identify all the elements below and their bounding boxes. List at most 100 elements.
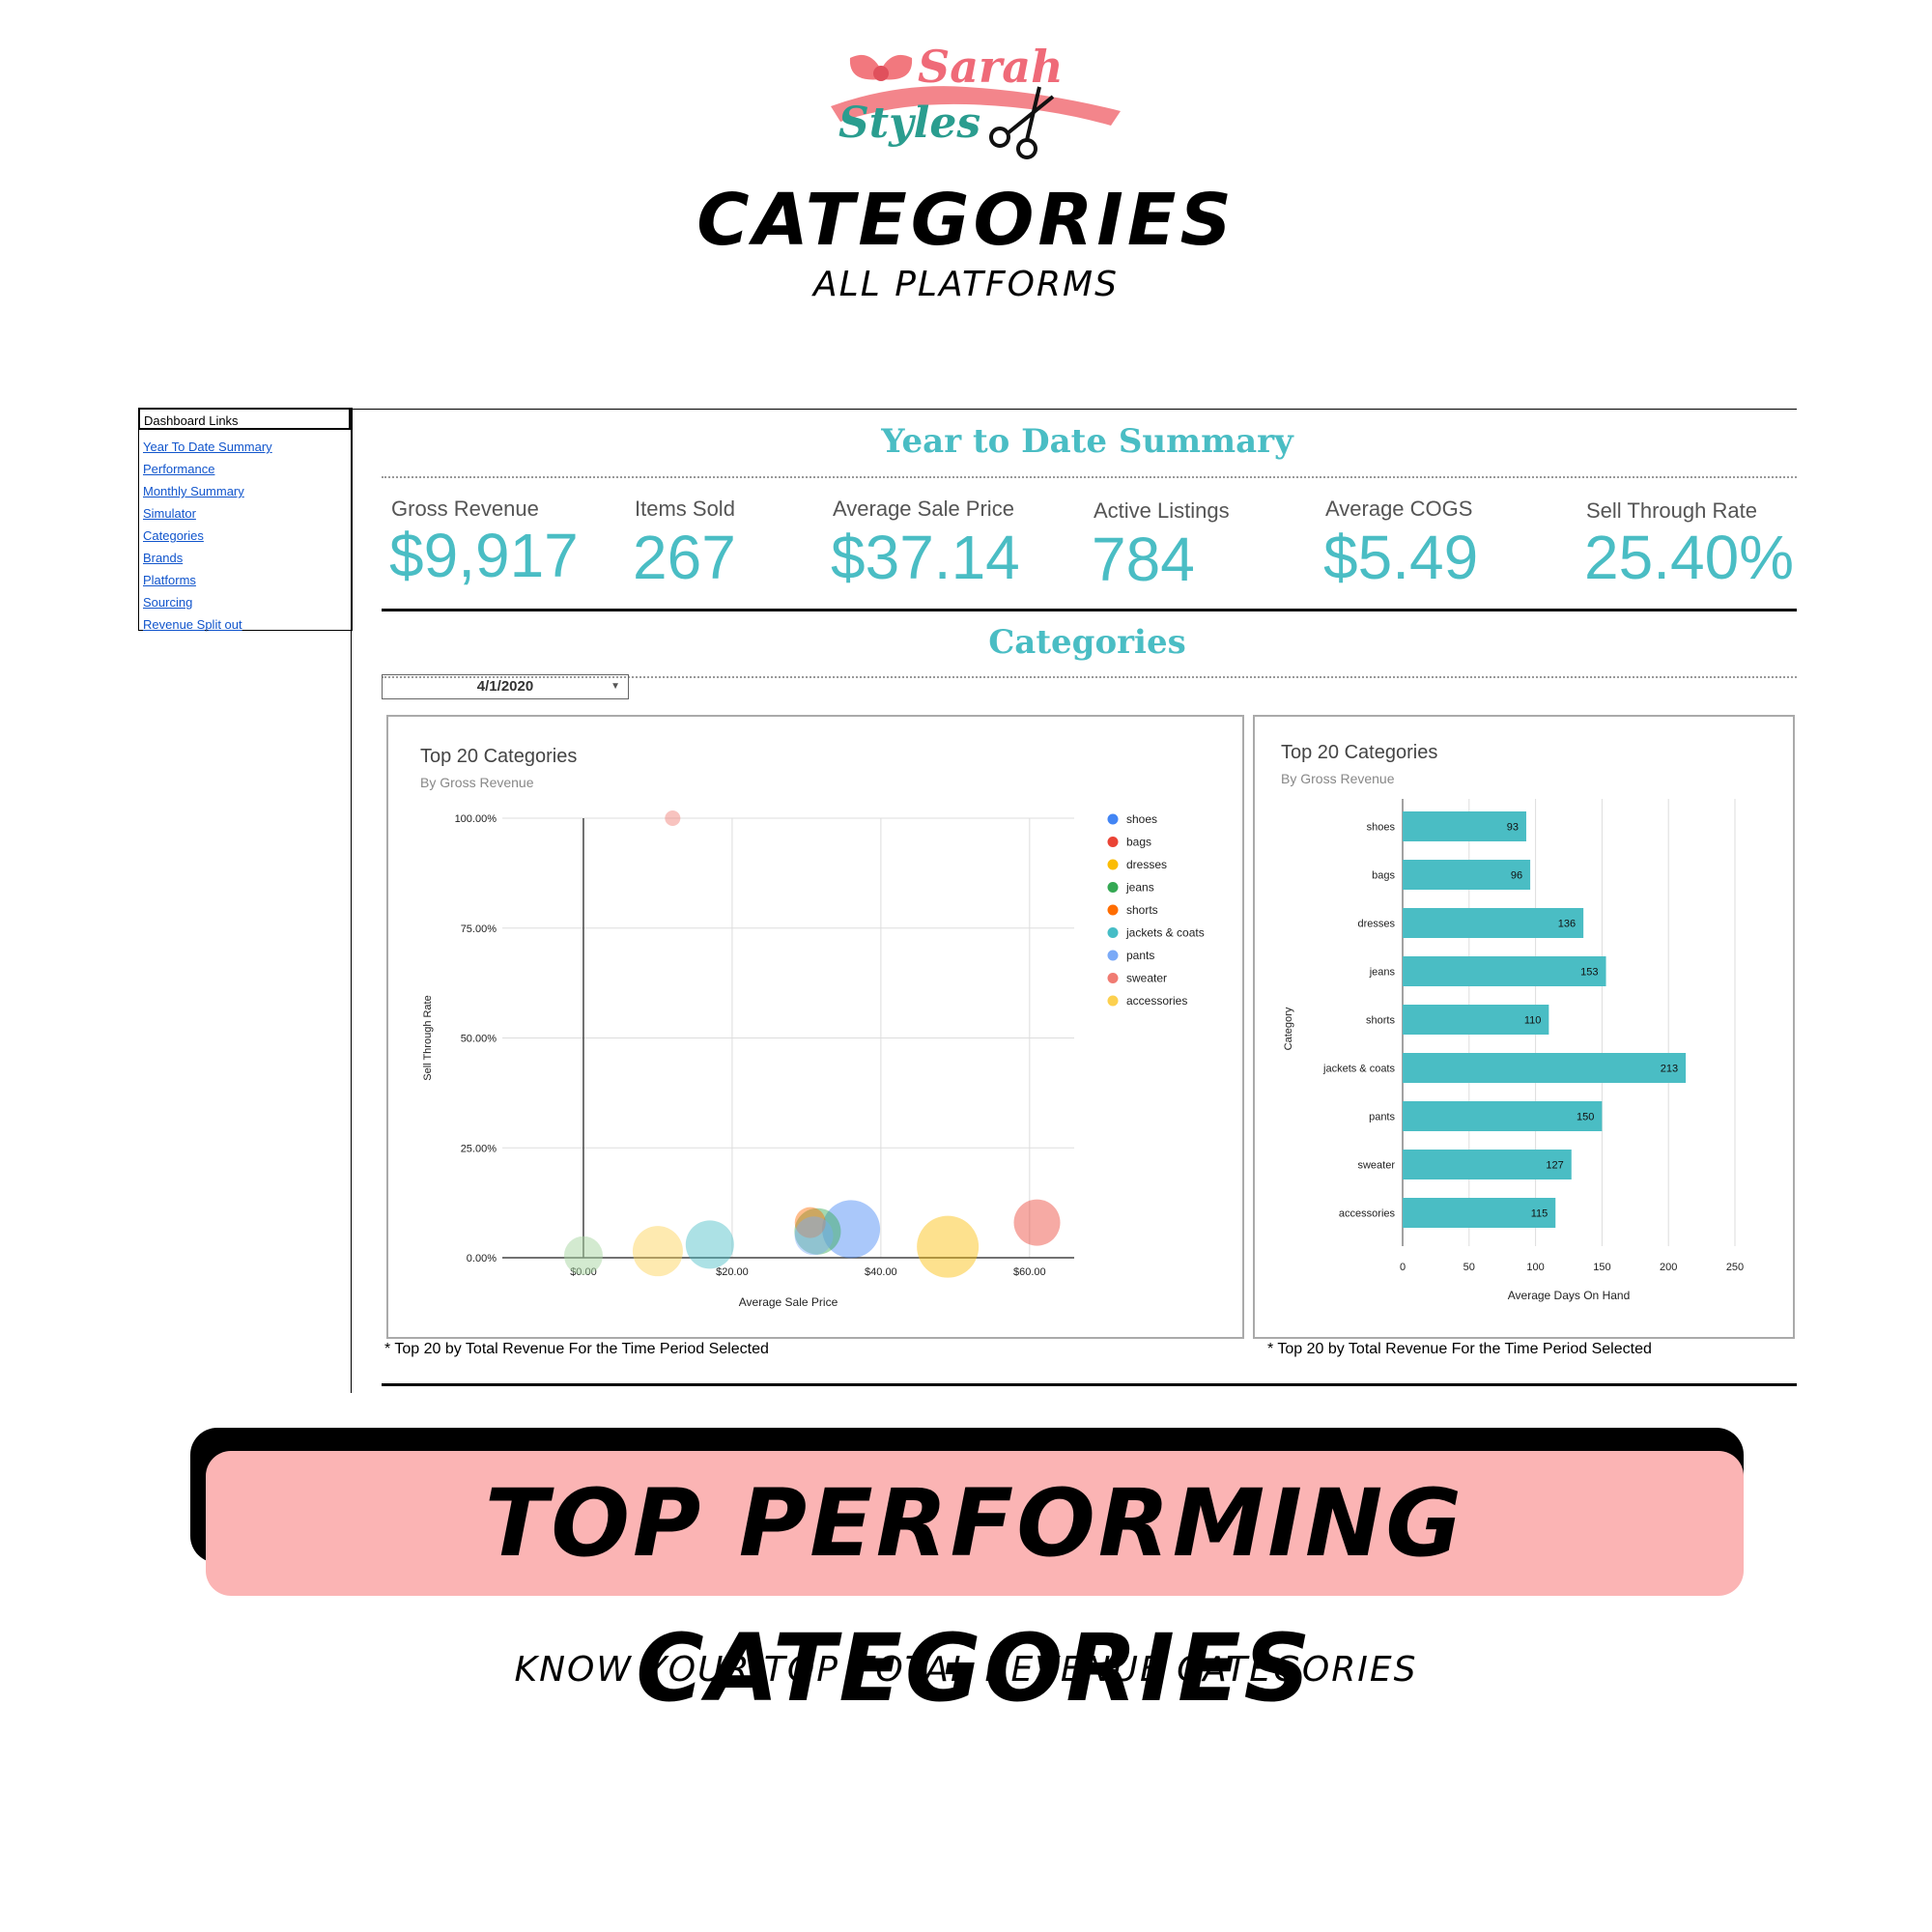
bar-sweater [1403,1150,1572,1179]
scatter-chart-subtitle: By Gross Revenue [420,775,534,790]
legend-label-bags: bags [1126,836,1151,849]
y-axis-label: Sell Through Rate [422,995,434,1080]
summary-dotted-divider [382,476,1797,478]
logo-line1: Sarah [918,41,1064,93]
legend-label-sweater: sweater [1126,972,1167,985]
y-tick-label: 100.00% [455,813,497,825]
bar-value-label: 150 [1577,1112,1594,1123]
scatter-chart-footnote: * Top 20 by Total Revenue For the Time P… [384,1341,769,1357]
bubble-bags [1013,1199,1061,1246]
sidebar-link-monthly-summary[interactable]: Monthly Summary [143,484,244,498]
bar-category-label: shoes [1367,822,1396,834]
bar-category-label: sweater [1357,1160,1395,1172]
summary-bottom-divider [382,609,1797,611]
x-tick-label: 250 [1726,1262,1744,1273]
categories-title: Categories [988,623,1186,662]
legend-label-dresses: dresses [1126,858,1167,871]
sidebar-divider [351,408,352,1393]
bar-category-label: shorts [1366,1015,1395,1027]
sidebar-link-year-to-date-summary[interactable]: Year To Date Summary [143,440,272,454]
bar-pants [1403,1101,1603,1131]
kpi-label-average-sale-price: Average Sale Price [833,497,1014,521]
bubble-jackets-coats [685,1220,734,1269]
bubble-shorts [794,1207,826,1238]
kpi-value-gross-revenue: $9,917 [389,521,579,590]
x-tick-label: 50 [1463,1262,1475,1273]
kpi-value-active-listings: 784 [1092,525,1195,594]
page-title: CATEGORIES [696,179,1236,262]
logo-line2: Styles [838,99,980,148]
x-tick-label: $60.00 [1013,1266,1046,1278]
sidebar-link-brands[interactable]: Brands [143,551,184,565]
sidebar-link-sourcing[interactable]: Sourcing [143,595,193,610]
bar-chart-footnote: * Top 20 by Total Revenue For the Time P… [1267,1341,1652,1357]
sidebar-link-revenue-split-out[interactable]: Revenue Split out [143,617,242,632]
bubble-pants [794,1216,834,1256]
banner [206,1451,1744,1596]
bar-category-label: bags [1372,870,1395,882]
sidebar-link-categories[interactable]: Categories [143,528,204,543]
bar-shorts [1403,1005,1549,1035]
kpi-label-sell-through-rate: Sell Through Rate [1586,498,1757,523]
bar-value-label: 93 [1507,822,1519,834]
legend-marker-dresses [1107,859,1119,870]
bar-chart-title: Top 20 Categories [1281,742,1438,763]
x-tick-label: $40.00 [865,1266,897,1278]
categories-dotted-divider [382,676,1797,678]
bar-dresses [1403,908,1584,938]
x-axis-label: Average Sale Price [739,1295,838,1309]
legend-marker-sweater [1107,973,1119,983]
summary-title: Year to Date Summary [881,422,1293,461]
bar-category-label: jackets & coats [1322,1064,1395,1075]
sidebar-link-simulator[interactable]: Simulator [143,506,196,521]
legend-marker-pants [1107,950,1119,961]
x-tick-label: 100 [1526,1262,1544,1273]
x-tick-label: 200 [1660,1262,1677,1273]
legend-label-pants: pants [1126,949,1154,962]
y-tick-label: 0.00% [467,1253,497,1264]
bubble-jeans [794,1208,841,1255]
x-tick-label: $20.00 [716,1266,749,1278]
legend-label-shorts: shorts [1126,903,1158,917]
sidebar-title: Dashboard Links [138,408,351,430]
legend-marker-accessories [1107,995,1119,1007]
legend-label-jackets-coats: jackets & coats [1125,926,1205,940]
top-divider [351,409,1797,410]
legend-marker-bags [1107,837,1119,847]
legend-label-shoes: shoes [1126,812,1157,826]
bar-value-label: 115 [1531,1208,1548,1220]
bar-chart-subtitle: By Gross Revenue [1281,771,1395,786]
scatter-bubble [563,1236,603,1275]
x-axis-label: Average Days On Hand [1508,1289,1631,1302]
kpi-label-items-sold: Items Sold [635,497,735,521]
bar-category-label: accessories [1339,1208,1396,1220]
x-tick-label: 150 [1593,1262,1610,1273]
kpi-value-items-sold: 267 [633,523,736,592]
bar-category-label: pants [1369,1112,1395,1123]
legend-marker-shoes [1107,813,1119,825]
bubble-shoes [822,1200,881,1259]
bubble-sweater [665,810,681,826]
bar-jeans [1403,956,1606,986]
legend-label-jeans: jeans [1125,881,1154,895]
sarah-styles-logo: Sarah Styles [831,41,1121,159]
kpi-value-average-sale-price: $37.14 [831,523,1020,592]
bubble-accessories [632,1226,683,1277]
bar-shoes [1403,811,1526,841]
bar-value-label: 110 [1524,1015,1542,1027]
legend-marker-shorts [1107,904,1119,916]
sidebar-link-platforms[interactable]: Platforms [143,573,196,587]
kpi-value-average-cogs: $5.49 [1323,523,1479,592]
date-filter-dropdown[interactable]: 4/1/2020 ▼ [382,674,629,699]
sidebar-link-performance[interactable]: Performance [143,462,215,476]
legend-marker-jeans [1107,882,1119,893]
tagline: KNOW YOUR TOP TOTAL REVENUE CATEGORIES [514,1650,1418,1690]
sidebar [138,408,353,631]
page-subtitle: ALL PLATFORMS [813,265,1119,304]
y-tick-label: 25.00% [461,1143,497,1154]
scatter-chart: 0.00%25.00%50.00%75.00%100.00%$0.00$20.0… [422,810,1205,1309]
bar-jackets-coats [1403,1053,1687,1083]
bar-bags [1403,860,1531,890]
bottom-divider [382,1383,1797,1386]
scatter-chart-panel [386,715,1244,1339]
